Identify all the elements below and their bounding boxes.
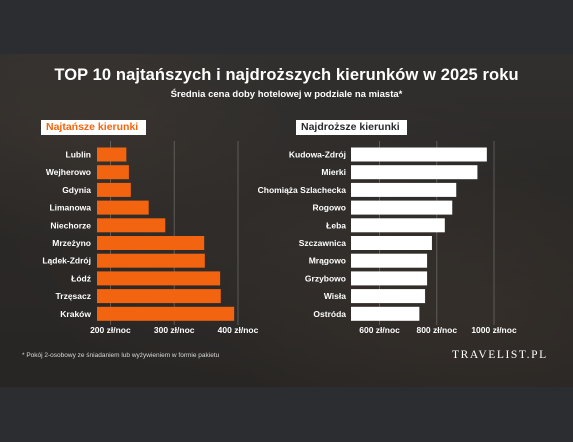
expensive-bar <box>351 271 428 286</box>
cheap-category-label: Gdynia <box>62 185 91 195</box>
most-expensive-section-label: Najdroższe kierunki <box>296 120 407 135</box>
expensive-bar <box>351 218 445 233</box>
background-photo <box>0 54 573 387</box>
expensive-x-tick-label: 1000 zł/noc <box>471 325 517 335</box>
bottom-band <box>0 387 573 442</box>
cheap-bar <box>97 236 205 250</box>
cheap-bar <box>97 253 205 268</box>
expensive-bar <box>351 165 478 180</box>
cheap-bar <box>97 289 221 304</box>
cheap-category-label: Lądek-Zdrój <box>42 256 91 266</box>
chart-subtitle: Średnia cena doby hotelowej w podziale n… <box>170 89 403 100</box>
expensive-bar <box>351 182 457 197</box>
expensive-category-label: Rogowo <box>312 203 346 213</box>
photo-overlay <box>0 54 573 387</box>
expensive-bar <box>351 253 428 268</box>
cheap-bar <box>97 271 221 286</box>
top-band <box>0 0 573 54</box>
cheap-bar <box>97 165 129 180</box>
expensive-category-label: Szczawnica <box>299 238 347 248</box>
cheap-category-label: Trzęsacz <box>56 291 91 301</box>
expensive-category-label: Mierki <box>321 167 346 177</box>
cheap-bar <box>97 147 127 162</box>
expensive-category-label: Ostróda <box>313 309 346 319</box>
brand-logo-text: TRAVELIST.PL <box>452 349 548 361</box>
cheap-x-tick-label: 200 zł/noc <box>90 325 131 335</box>
expensive-bar <box>351 306 420 321</box>
expensive-bar <box>351 147 487 162</box>
cheap-bar <box>97 306 235 321</box>
expensive-category-label: Chomiąża Szlachecka <box>258 185 347 195</box>
cheap-category-label: Niechorze <box>50 220 91 230</box>
footnote: * Pokój 2-osobowy ze śniadaniem lub wyży… <box>22 352 220 359</box>
cheap-x-tick-label: 300 zł/noc <box>154 325 195 335</box>
cheap-bar <box>97 200 149 215</box>
expensive-bar <box>351 200 453 215</box>
cheap-category-label: Kraków <box>60 309 91 319</box>
expensive-category-label: Grzybowo <box>305 273 346 283</box>
expensive-category-label: Mrągowo <box>309 256 346 266</box>
expensive-category-label: Łeba <box>326 220 346 230</box>
cheap-category-label: Mrzeżyno <box>52 238 91 248</box>
expensive-x-tick-label: 600 zł/noc <box>359 325 400 335</box>
cheap-category-label: Łódź <box>71 273 91 283</box>
cheap-category-label: Wejherowo <box>46 167 91 177</box>
cheap-category-label: Lublin <box>66 150 92 160</box>
expensive-bar <box>351 236 432 250</box>
expensive-x-tick-label: 800 zł/noc <box>416 325 457 335</box>
chart-title: TOP 10 najtańszych i najdroższych kierun… <box>54 66 519 84</box>
cheap-bar <box>97 182 131 197</box>
expensive-category-label: Kudowa-Zdrój <box>289 150 346 160</box>
expensive-bar <box>351 289 426 304</box>
cheap-x-tick-label: 400 zł/noc <box>218 325 259 335</box>
cheap-bar <box>97 218 166 233</box>
cheapest-section-label: Najtańsze kierunki <box>41 120 146 135</box>
cheap-category-label: Limanowa <box>49 203 91 213</box>
expensive-category-label: Wisła <box>324 291 346 301</box>
